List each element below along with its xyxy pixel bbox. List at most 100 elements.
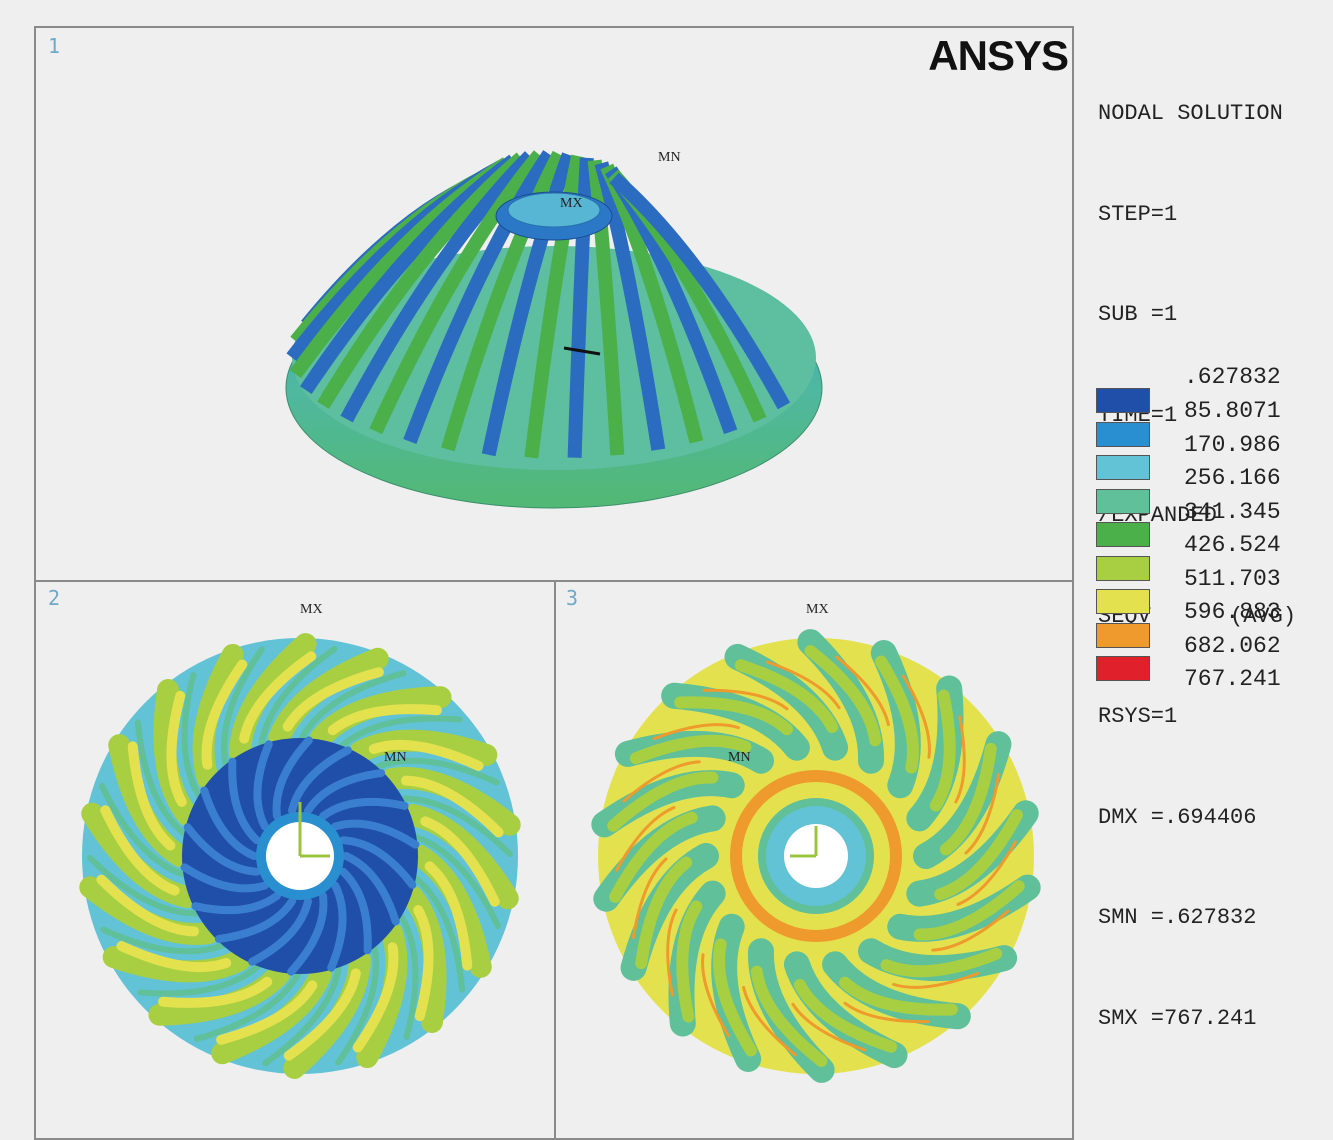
blade — [750, 965, 828, 1067]
legend-value: 170.986 — [1184, 431, 1281, 458]
blade — [339, 867, 372, 955]
blade — [609, 811, 698, 903]
blade — [191, 891, 281, 915]
min-marker: MN — [728, 750, 751, 765]
blade — [193, 970, 302, 1042]
blade — [99, 782, 187, 878]
blade — [282, 667, 384, 732]
blade — [228, 757, 261, 845]
blade — [622, 760, 701, 803]
blade — [335, 944, 379, 1066]
legend-value: 596.883 — [1184, 599, 1281, 625]
legend-swatch — [1096, 488, 1150, 514]
blade — [964, 772, 1001, 855]
blade — [400, 795, 513, 858]
info-line: RSYS=1 — [1098, 704, 1178, 729]
ansys-logo: ANSYS — [928, 32, 1069, 79]
legend-min-value: .627832 — [1184, 364, 1281, 390]
blade — [939, 742, 997, 856]
blade — [331, 819, 420, 849]
legend-swatch — [1096, 522, 1150, 547]
viewport-3[interactable]: 3 MX MN — [554, 580, 1074, 1140]
blade — [666, 908, 678, 997]
blade — [288, 746, 352, 815]
blade — [214, 897, 297, 943]
blade — [239, 651, 317, 744]
blade — [481, 152, 576, 457]
blade — [166, 690, 187, 807]
blade — [929, 689, 956, 812]
blade — [931, 909, 1010, 952]
blade — [180, 863, 269, 893]
blade — [303, 769, 386, 815]
blade — [765, 660, 841, 710]
legend-swatch — [1096, 455, 1150, 480]
blade — [272, 736, 313, 821]
blade — [298, 670, 407, 742]
blade — [200, 786, 258, 860]
blade — [587, 159, 625, 456]
legend-value: 256.166 — [1184, 465, 1281, 491]
blade — [327, 704, 442, 736]
legend-swatch — [1096, 656, 1150, 681]
blade — [342, 852, 400, 926]
viewport-number: 2 — [48, 586, 61, 610]
blade — [327, 881, 347, 972]
blade — [398, 913, 419, 1040]
blade — [258, 645, 338, 748]
blade — [137, 963, 262, 997]
blade — [253, 740, 273, 831]
info-line: SMX =767.241 — [1098, 1005, 1257, 1031]
blade — [339, 836, 417, 889]
blade — [880, 947, 1003, 978]
blade — [913, 880, 1025, 941]
blade — [181, 672, 202, 799]
viewport-number: 3 — [566, 586, 579, 610]
blade — [183, 823, 261, 876]
viewport-2[interactable]: 2 MX MN — [34, 580, 556, 1140]
blade — [702, 688, 789, 711]
blade — [420, 816, 500, 907]
blade — [287, 891, 328, 976]
blade — [403, 150, 555, 444]
legend-value: 85.8071 — [1184, 398, 1281, 424]
blade — [843, 1001, 930, 1024]
blade — [127, 741, 176, 851]
blade — [674, 696, 794, 736]
info-line: STEP=1 — [1098, 201, 1178, 227]
blade — [96, 874, 200, 937]
blade — [804, 645, 882, 747]
blade — [352, 942, 399, 1053]
blade — [631, 857, 668, 940]
legend-value: 426.524 — [1184, 532, 1281, 558]
blade — [400, 775, 504, 838]
blade — [201, 659, 248, 770]
blade — [615, 806, 676, 872]
blade — [134, 719, 188, 837]
legend-swatch — [1096, 388, 1150, 413]
blade — [317, 152, 526, 409]
blade — [221, 646, 265, 768]
viewport-1[interactable]: 1 ANSYS MN MX — [34, 26, 1074, 582]
blade — [369, 150, 545, 435]
blade — [835, 655, 890, 727]
blade — [262, 964, 342, 1067]
legend-swatch — [1096, 555, 1150, 581]
legend-swatch — [1096, 589, 1150, 614]
blade — [892, 971, 980, 989]
blade — [100, 805, 180, 896]
info-line: NODAL SOLUTION — [1098, 101, 1283, 126]
legend-swatch — [1096, 421, 1150, 447]
impeller-back-view — [591, 629, 1041, 1083]
max-marker: MX — [806, 602, 829, 617]
blade — [742, 985, 797, 1057]
legend-value: 511.703 — [1184, 565, 1281, 592]
blade — [676, 900, 703, 1023]
blade — [100, 926, 226, 955]
blade — [793, 978, 898, 1053]
blade — [838, 976, 958, 1016]
blade — [524, 154, 585, 459]
legend-value: 341.345 — [1184, 498, 1281, 525]
blade — [594, 161, 666, 451]
blade — [956, 840, 1017, 906]
